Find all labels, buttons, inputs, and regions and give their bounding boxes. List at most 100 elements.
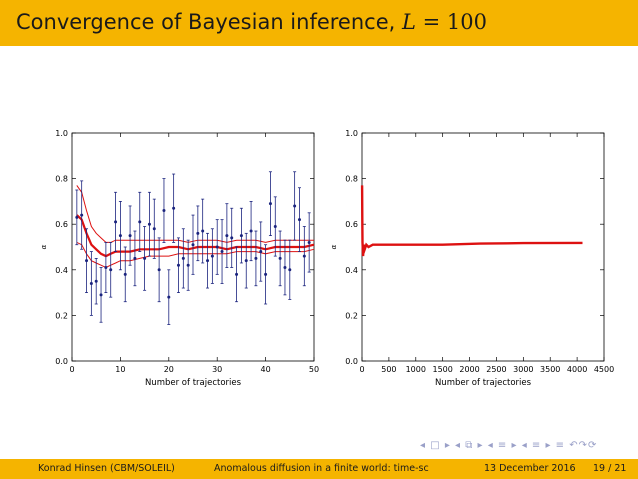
data-point	[196, 231, 200, 235]
beamer-navigation[interactable]: ◂ □ ▸ ◂ ⧉ ▸ ◂ ≡ ▸ ◂ ≡ ▸ ≡ ↶↷⟳	[420, 440, 598, 451]
left-chart: 0 10 20 30 40 50 0.0 0.2 0.4 0.6 0.8 1.0 Number of t…	[40, 129, 319, 388]
data-point	[254, 256, 258, 260]
data-point	[133, 256, 137, 260]
y-tick-label: 0.8	[345, 175, 358, 184]
data-point	[176, 263, 180, 267]
data-point	[89, 281, 93, 285]
title-bar: Convergence of Bayesian inference, L = 1…	[0, 0, 638, 46]
data-point	[104, 266, 108, 270]
data-point	[259, 250, 263, 254]
footer-talk-title: Anomalous diffusion in a finite world: t…	[214, 463, 429, 474]
plot-frame	[71, 132, 315, 362]
x-tick-label: 30	[212, 365, 222, 374]
data-point	[152, 227, 156, 231]
x-tick-label: 20	[164, 365, 174, 374]
data-point	[244, 259, 248, 263]
data-point	[75, 215, 79, 219]
y-tick-label: 0.4	[55, 266, 68, 275]
data-point	[220, 250, 224, 254]
y-tick-label: 0.6	[345, 220, 358, 229]
data-point	[273, 224, 277, 228]
data-point	[239, 234, 243, 238]
data-point	[210, 254, 214, 258]
data-point	[249, 229, 253, 233]
x-tick-label: 500	[381, 365, 396, 374]
data-point	[109, 268, 113, 272]
title-variable: L	[401, 10, 416, 34]
data-point	[94, 279, 98, 283]
plot-frame	[361, 132, 605, 362]
data-point	[181, 256, 185, 260]
data-point	[283, 266, 287, 270]
data-point	[268, 202, 272, 206]
y-tick-label: 0.0	[345, 357, 358, 366]
data-point	[278, 256, 282, 260]
data-point	[123, 272, 127, 276]
data-point	[162, 209, 166, 213]
slide-title: Convergence of Bayesian inference, L = 1…	[16, 10, 487, 34]
x-tick-label: 1500	[432, 365, 452, 374]
data-point	[138, 220, 142, 224]
data-point	[206, 259, 210, 263]
data-point	[186, 263, 190, 267]
x-tick-label: 0	[69, 365, 74, 374]
x-tick-label: 0	[359, 365, 364, 374]
data-point	[264, 272, 268, 276]
data-point	[99, 293, 103, 297]
data-point	[114, 220, 118, 224]
data-point	[297, 218, 301, 222]
data-point	[157, 268, 161, 272]
footer-bar: Konrad Hinsen (CBM/SOLEIL) Anomalous dif…	[0, 459, 638, 479]
x-tick-label: 10	[115, 365, 125, 374]
x-tick-label: 40	[261, 365, 271, 374]
footer-page-number: 19 / 21	[593, 463, 627, 474]
x-tick-label: 2000	[459, 365, 479, 374]
y-tick-label: 0.0	[55, 357, 68, 366]
y-tick-label: 0.8	[55, 175, 68, 184]
data-point	[302, 254, 306, 258]
y-tick-label: 1.0	[345, 129, 358, 138]
right-chart: 0 500 1000 1500 2000 2500 3000 3500 4000 4500 0.0 0…	[330, 129, 614, 388]
x-tick-label: 3000	[513, 365, 533, 374]
estimate-lower-line	[76, 241, 315, 269]
x-tick-label: 2500	[486, 365, 506, 374]
y-axis-label: α	[40, 244, 48, 249]
data-point	[201, 229, 205, 233]
data-point	[288, 268, 292, 272]
data-point	[172, 206, 176, 210]
data-point	[307, 240, 311, 244]
data-point	[128, 234, 132, 238]
x-tick-label: 4000	[567, 365, 587, 374]
y-tick-label: 0.2	[55, 311, 68, 320]
estimate-mean-line	[76, 214, 315, 258]
data-point	[118, 234, 122, 238]
data-point	[147, 222, 151, 226]
x-axis-label: Number of trajectories	[435, 378, 532, 388]
data-point	[167, 295, 171, 299]
data-point	[85, 259, 89, 263]
data-point	[191, 243, 195, 247]
title-text: Convergence of Bayesian inference,	[16, 10, 402, 34]
x-tick-label: 3500	[540, 365, 560, 374]
data-point	[293, 204, 297, 208]
data-point	[225, 234, 229, 238]
y-tick-label: 0.6	[55, 220, 68, 229]
y-tick-label: 1.0	[55, 129, 68, 138]
x-axis-label: Number of trajectories	[145, 378, 242, 388]
x-tick-label: 4500	[594, 365, 614, 374]
y-tick-label: 0.2	[345, 311, 358, 320]
y-tick-label: 0.4	[345, 266, 358, 275]
footer-author: Konrad Hinsen (CBM/SOLEIL)	[38, 463, 175, 474]
data-point	[215, 245, 219, 249]
x-tick-label: 50	[309, 365, 319, 374]
data-point	[143, 256, 147, 260]
footer-date: 13 December 2016	[484, 463, 576, 474]
data-point	[235, 272, 239, 276]
estimate-mean-line	[360, 185, 583, 257]
data-point	[80, 213, 84, 217]
estimate-upper-line	[76, 185, 314, 243]
data-point	[230, 236, 234, 240]
y-axis-label: α	[330, 244, 338, 249]
x-tick-label: 1000	[406, 365, 426, 374]
